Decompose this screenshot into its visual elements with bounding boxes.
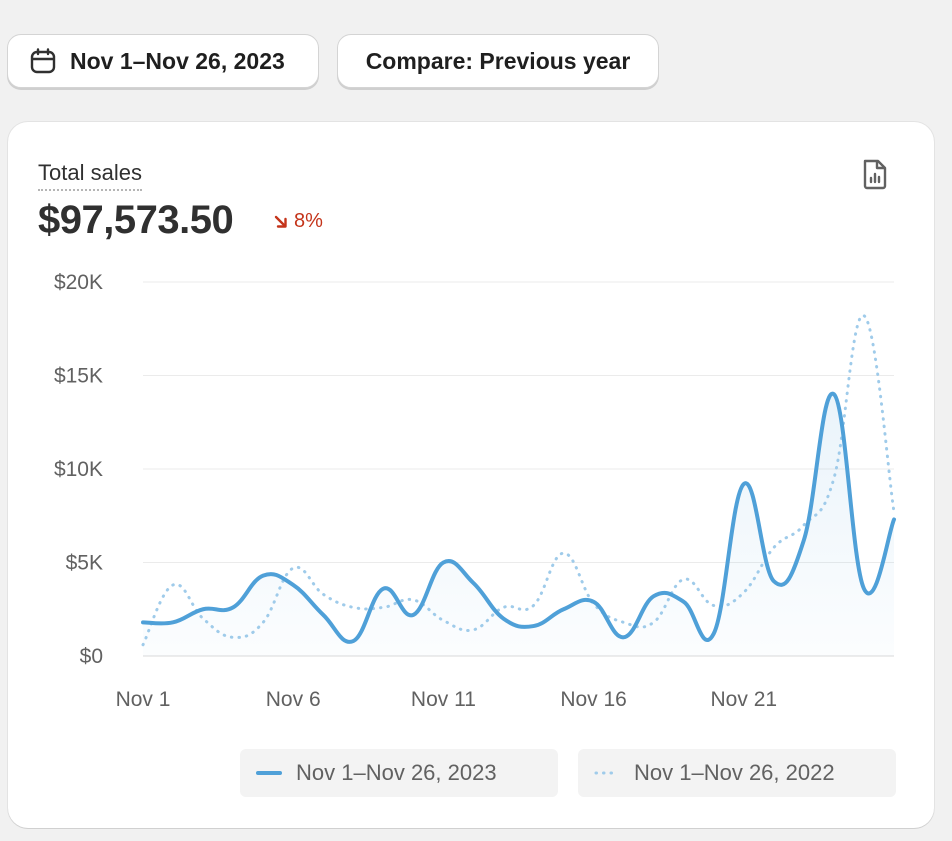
sales-line-chart: $0 $5K $10K $15K $20K Nov 1 Nov 6 Nov 11 Nov 16… [54,271,900,711]
data-point-previous [828,472,840,484]
y-axis: $0 $5K $10K $15K $20K [54,271,103,668]
data-point-previous [467,624,479,636]
x-tick-label: Nov 21 [711,688,778,711]
data-point-current [137,616,149,628]
x-tick-label: Nov 11 [411,688,476,711]
data-point-previous [648,616,660,628]
legend-swatch-current [256,771,282,775]
data-point-previous [257,616,269,628]
data-point-current [738,478,750,490]
data-point-previous [377,601,389,613]
data-point-previous [798,519,810,531]
compare-label: Compare: Previous year [365,47,631,74]
data-point-current [437,557,449,569]
data-point-current [497,613,509,625]
data-point-current [648,590,660,602]
data-point-previous [858,310,870,322]
data-point-current [347,635,359,647]
date-range-label: Nov 1–Nov 26, 2023 [70,47,285,74]
data-point-current [768,575,780,587]
legend-swatch-previous [594,771,620,775]
data-point-current [227,601,239,613]
total-sales-value: $97,573.50 [38,198,234,242]
compare-button[interactable]: Compare: Previous year [337,34,659,88]
y-tick-label: $20K [54,271,103,294]
series-line-current[interactable] [141,391,896,644]
x-axis: Nov 1 Nov 6 Nov 11 Nov 16 Nov 21 [116,688,778,711]
data-point-current [377,583,389,595]
data-point-current [287,579,299,591]
data-point-current [858,583,870,595]
y-tick-label: $10K [54,458,103,481]
data-point-previous [227,631,239,643]
data-point-current [618,631,630,643]
data-point-previous [437,614,449,626]
data-point-current [798,534,810,546]
series-line-previous[interactable] [141,314,896,647]
card-title[interactable]: Total sales [38,160,142,191]
legend-item-current[interactable]: Nov 1–Nov 26, 2023 [240,749,558,797]
data-point-current [167,616,179,628]
report-icon[interactable] [861,158,889,190]
data-point-current [528,620,540,632]
legend-label-previous: Nov 1–Nov 26, 2022 [634,760,835,785]
data-point-previous [287,562,299,574]
data-point-current [708,628,720,640]
date-range-button[interactable]: Nov 1–Nov 26, 2023 [7,34,319,88]
x-tick-label: Nov 16 [560,688,627,711]
data-point-previous [738,586,750,598]
data-point-previous [528,600,540,612]
data-point-previous [137,639,149,651]
data-point-previous [678,573,690,585]
calendar-icon [30,48,56,74]
arrow-down-right-icon [274,215,287,228]
data-point-current [317,609,329,621]
x-tick-label: Nov 6 [266,688,321,711]
data-point-current [407,609,419,621]
data-point-current [467,577,479,589]
current-series-area [143,393,894,656]
y-tick-label: $5K [66,552,103,575]
data-point-previous [708,600,720,612]
change-badge: 8% [274,210,323,233]
data-point-current [558,603,570,615]
y-tick-label: $15K [54,365,103,388]
data-point-previous [197,613,209,625]
total-sales-card: Total sales $97,573.50 8% $0 $5K $10K $15K $… [8,122,934,828]
y-tick-label: $0 [80,645,103,668]
legend-label-current: Nov 1–Nov 26, 2023 [296,760,497,785]
data-point-current [257,570,269,582]
change-percent: 8% [294,210,323,232]
data-point-previous [588,598,600,610]
data-point-current [828,388,840,400]
data-point-previous [167,579,179,591]
data-point-current [678,596,690,608]
x-tick-label: Nov 1 [116,688,171,711]
data-point-previous [558,547,570,559]
data-point-previous [618,616,630,628]
data-point-previous [407,594,419,606]
legend-item-previous[interactable]: Nov 1–Nov 26, 2022 [578,749,896,797]
data-point-previous [317,588,329,600]
data-point-previous [497,601,509,613]
data-point-previous [347,601,359,613]
data-point-previous [768,542,780,554]
data-point-previous [888,506,900,518]
